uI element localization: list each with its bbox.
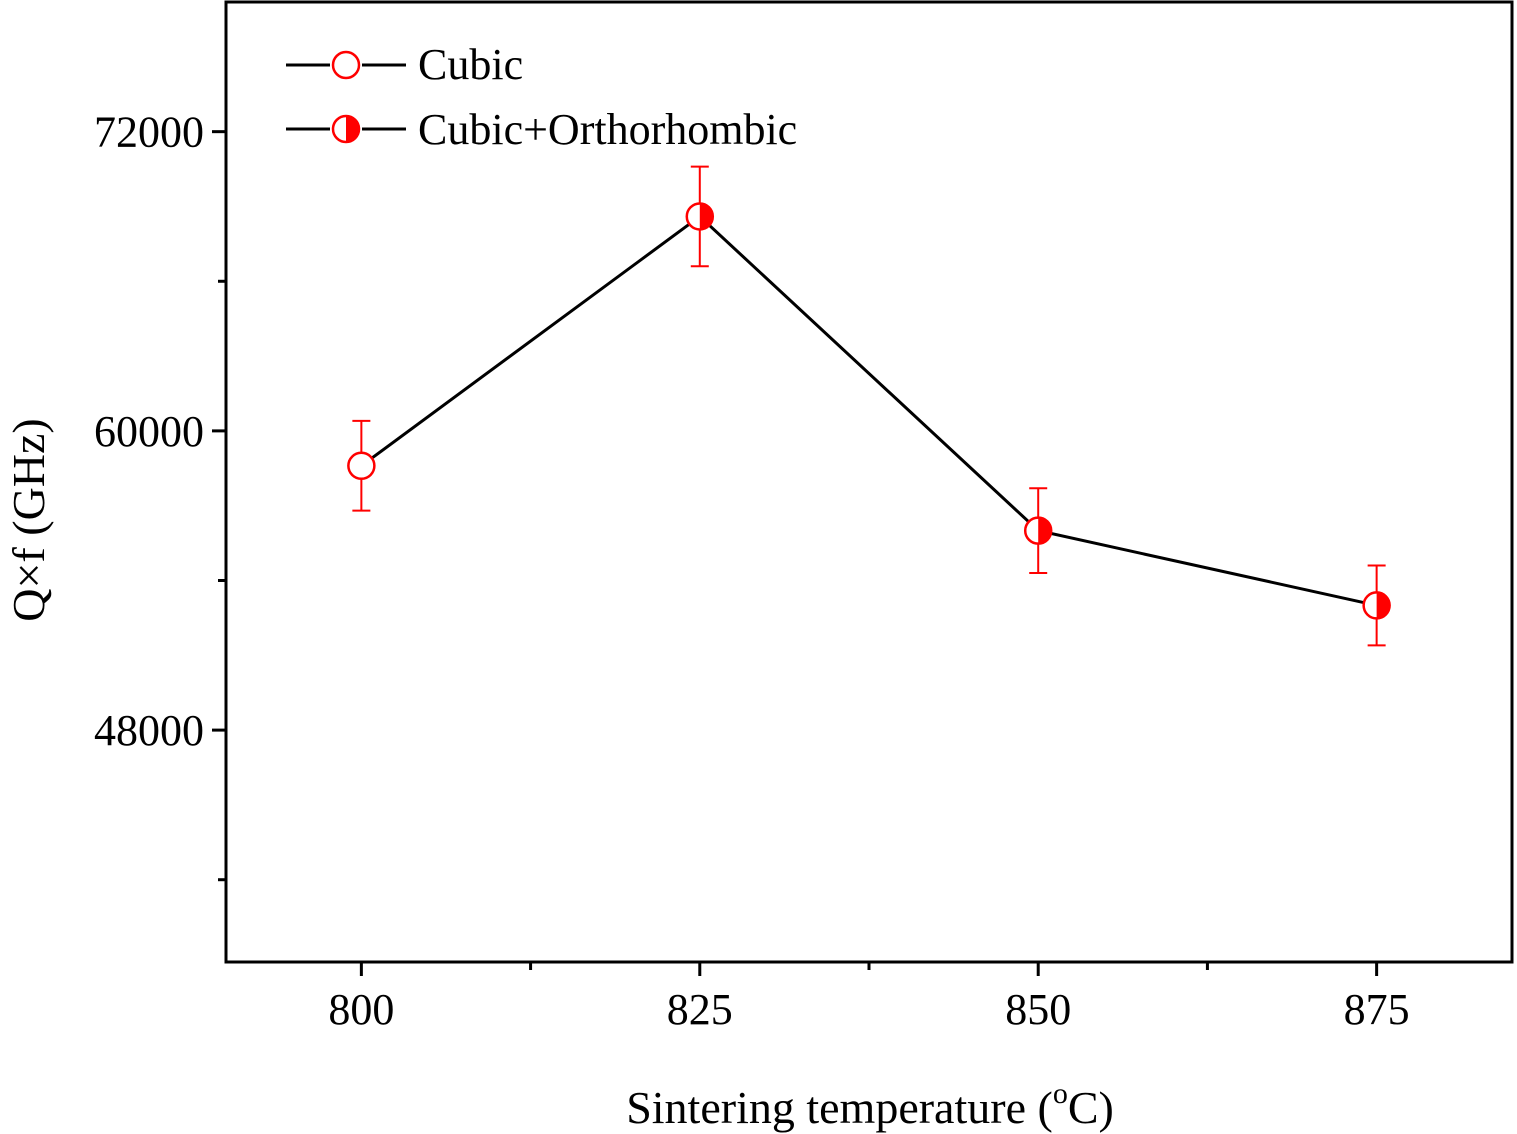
legend: Cubic Cubic+Orthorhombic (286, 40, 797, 154)
y-tick-label: 72000 (94, 108, 204, 157)
y-tick-label: 48000 (94, 706, 204, 755)
legend-label-mixed: Cubic+Orthorhombic (418, 105, 797, 154)
legend-marker-cubic (331, 50, 361, 80)
data-point-fill (1376, 592, 1390, 619)
y-axis-ticks: 48000 60000 72000 (94, 108, 226, 882)
y-tick-label: 60000 (94, 407, 204, 456)
data-point-fill (1038, 517, 1052, 544)
data-point (347, 451, 376, 481)
x-axis-label: Sintering temperature (oC) (626, 1077, 1114, 1133)
series-layer (347, 165, 1391, 647)
x-tick-label: 800 (328, 985, 394, 1034)
series-line (360, 214, 1377, 607)
data-point-fill (699, 203, 713, 230)
x-axis-label-unit: C) (1068, 1082, 1114, 1133)
y-axis-label: Q×f (GHz) (3, 418, 54, 621)
x-axis-ticks: 800 825 850 875 (328, 962, 1410, 1034)
legend-label-cubic: Cubic (418, 40, 523, 89)
x-tick-label: 875 (1344, 985, 1410, 1034)
x-tick-label: 825 (667, 985, 733, 1034)
legend-marker-mixed-fill (346, 116, 359, 142)
x-tick-label: 850 (1005, 985, 1071, 1034)
x-axis-label-main: Sintering temperature ( (626, 1082, 1053, 1133)
x-axis-label-degree: o (1053, 1077, 1068, 1110)
